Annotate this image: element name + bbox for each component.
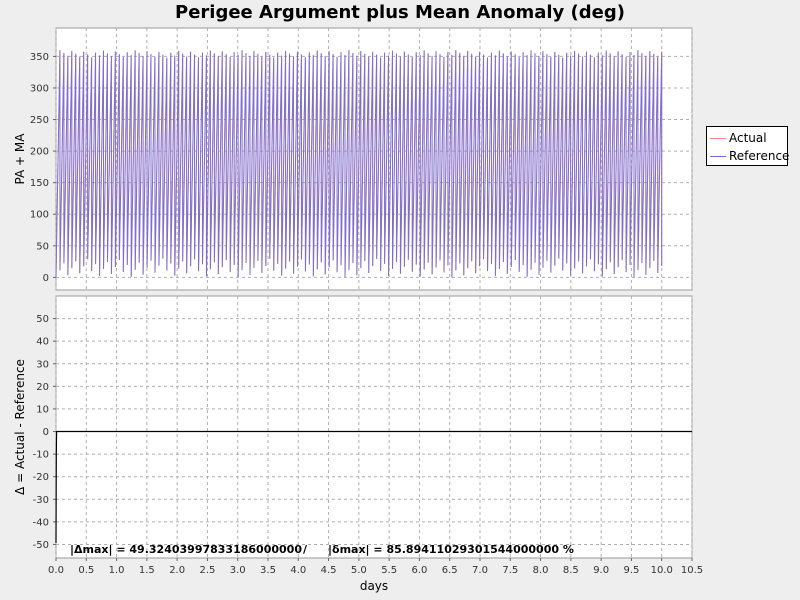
x-axis-label: days <box>360 579 388 593</box>
x-tick-label: 8.5 <box>563 565 579 576</box>
x-tick-label: 0.5 <box>78 565 94 576</box>
legend-swatch-reference <box>710 156 726 157</box>
x-tick-label: 6.0 <box>411 565 427 576</box>
x-tick-label: 5.5 <box>381 565 397 576</box>
top-y-tick-label: 100 <box>30 210 49 221</box>
bottom-y-tick-label: 10 <box>36 404 49 415</box>
x-tick-label: 10.5 <box>681 565 703 576</box>
legend-label-actual: Actual <box>729 131 767 145</box>
x-tick-label: 4.0 <box>290 565 306 576</box>
bottom-y-tick-label: -10 <box>33 450 49 461</box>
top-y-tick-label: 50 <box>36 241 49 252</box>
series-line-delta <box>55 430 692 543</box>
top-y-tick-label: 300 <box>30 83 49 94</box>
x-tick-label: 1.0 <box>109 565 125 576</box>
bottom-y-axis-label: Δ = Actual - Reference <box>13 359 27 495</box>
top-y-tick-label: 250 <box>30 115 49 126</box>
bottom-y-tick-label: -20 <box>33 472 49 483</box>
x-tick-label: 6.5 <box>442 565 458 576</box>
x-tick-label: 2.0 <box>169 565 185 576</box>
x-tick-label: 0.0 <box>48 565 64 576</box>
x-tick-label: 3.5 <box>260 565 276 576</box>
x-tick-label: 2.5 <box>199 565 215 576</box>
chart-title: Perigee Argument plus Mean Anomaly (deg) <box>175 2 625 23</box>
bottom-y-tick-label: 50 <box>36 314 49 325</box>
x-tick-label: 9.0 <box>593 565 609 576</box>
x-tick-label: 8.0 <box>533 565 549 576</box>
x-axis: 0.0 0.5 1.0 1.5 2.0 2.5 3.0 3.5 4.0 4.5 5.0 5.5 6.0 6… <box>48 558 703 593</box>
top-y-tick-label: 0 <box>43 273 49 284</box>
series-line-reference <box>55 50 663 278</box>
bottom-y-tick-label: 0 <box>43 427 49 438</box>
top-y-axis-label: PA + MA <box>13 133 27 185</box>
x-tick-label: 10.0 <box>651 565 673 576</box>
x-tick-label: 1.5 <box>139 565 155 576</box>
x-tick-label: 7.5 <box>502 565 518 576</box>
bottom-y-tick-label: 20 <box>36 382 49 393</box>
top-y-tick-label: 150 <box>30 178 49 189</box>
legend: Actual Reference <box>706 126 790 166</box>
legend-swatch-actual <box>710 138 726 139</box>
stats-separator: / <box>303 543 308 556</box>
bottom-panel: 50 40 30 20 10 0 -10 -20 -30 -40 -50 Δ = Actual - R… <box>13 295 693 559</box>
bottom-y-tick-label: 30 <box>36 359 49 370</box>
x-tick-label: 5.0 <box>351 565 367 576</box>
x-tick-label: 7.0 <box>472 565 488 576</box>
x-tick-label: 9.5 <box>623 565 639 576</box>
bottom-plot-background <box>55 295 693 559</box>
top-y-tick-label: 200 <box>30 147 49 158</box>
top-y-tick-label: 350 <box>30 52 49 63</box>
bottom-y-tick-label: 40 <box>36 337 49 348</box>
bottom-y-tick-label: -50 <box>33 540 49 551</box>
top-panel: 0 50 100 150 200 250 300 350 PA + MA <box>13 27 693 291</box>
x-tick-label: 3.0 <box>230 565 246 576</box>
bottom-y-tick-label: -40 <box>33 517 49 528</box>
delta-max-stat: |Δmax| = 49.32403997833186000000 <box>70 543 302 556</box>
bottom-y-tick-label: -30 <box>33 495 49 506</box>
legend-label-reference: Reference <box>729 149 790 163</box>
delta-pct-stat: |δmax| = 85.89411029301544000000 % <box>328 543 574 556</box>
x-tick-label: 4.5 <box>321 565 337 576</box>
